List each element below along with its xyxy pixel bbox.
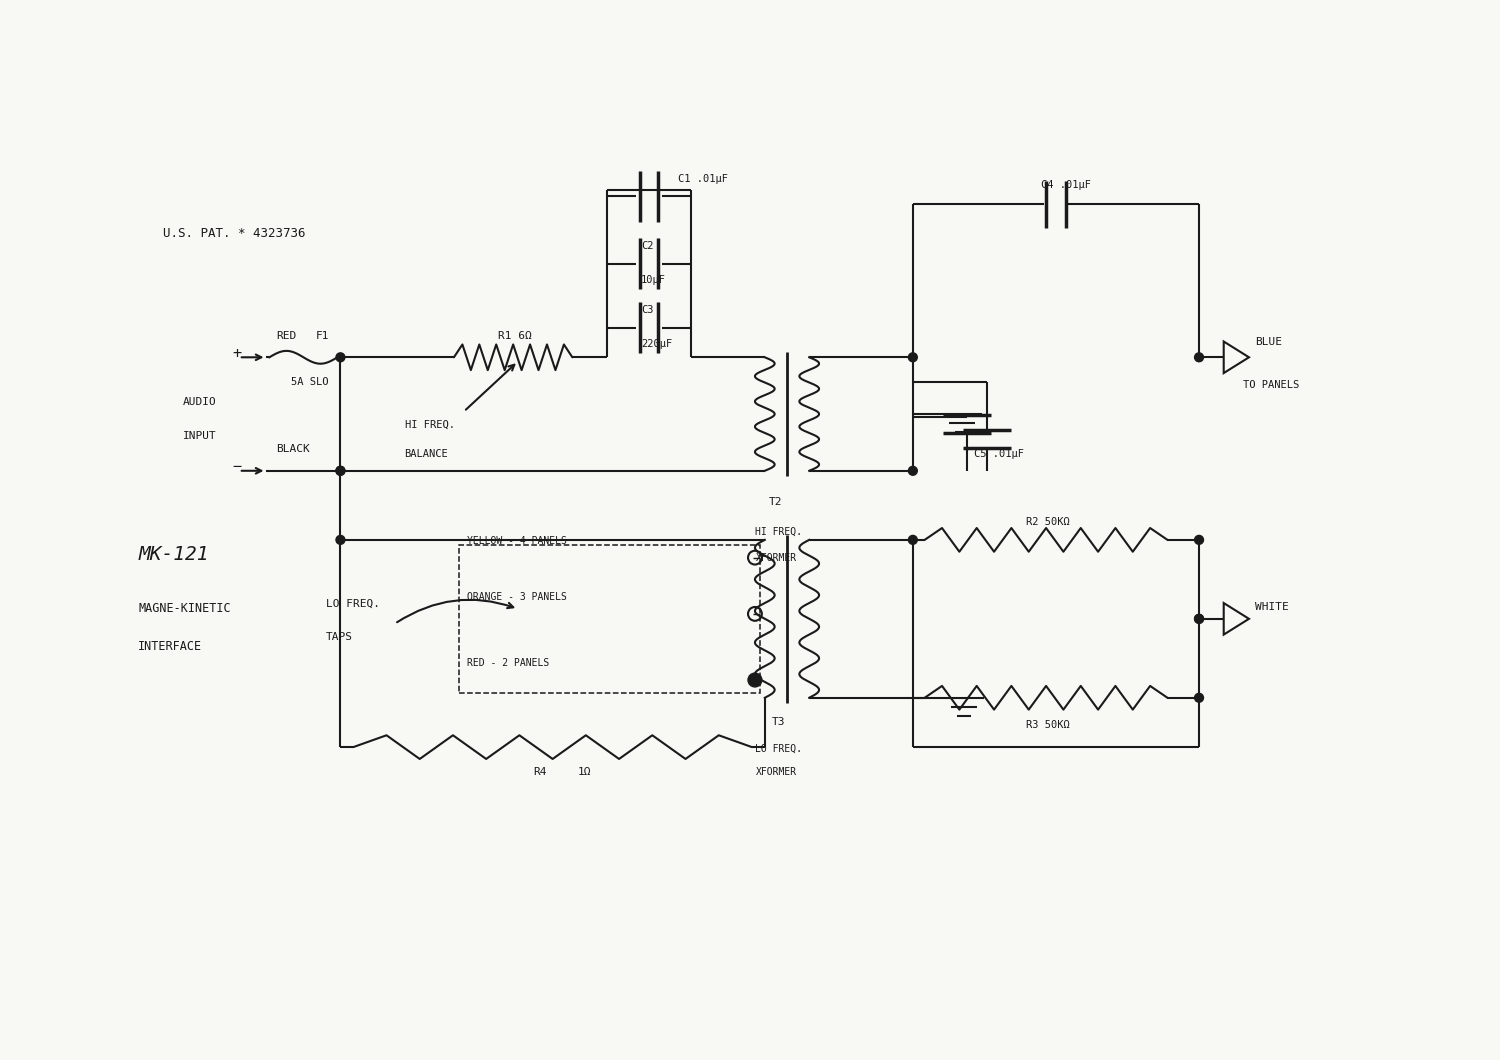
Text: T2: T2 [770,497,783,508]
Text: +: + [232,346,242,360]
Text: R3 50KΩ: R3 50KΩ [1026,721,1069,730]
Text: INTERFACE: INTERFACE [138,640,202,653]
Text: F1: F1 [316,331,330,340]
Circle shape [1194,615,1203,623]
Text: ORANGE - 3 PANELS: ORANGE - 3 PANELS [466,593,567,602]
Text: C4 .01μF: C4 .01μF [1041,179,1090,190]
Circle shape [1194,615,1203,623]
Text: HI FREQ.: HI FREQ. [405,420,454,429]
Text: 1Ω: 1Ω [578,766,591,777]
Text: BLUE: BLUE [1256,336,1282,347]
Text: LO FREQ.: LO FREQ. [326,599,380,610]
Text: C1 .01μF: C1 .01μF [678,174,729,183]
Text: U.S. PAT. * 4323736: U.S. PAT. * 4323736 [164,228,306,241]
Text: C5 .01μF: C5 .01μF [974,448,1024,459]
Text: RED: RED [276,331,297,340]
Text: LO FREQ.: LO FREQ. [756,744,802,754]
Text: −: − [232,459,242,474]
Circle shape [909,353,918,361]
Circle shape [1194,535,1203,545]
Text: XFORMER: XFORMER [756,766,796,777]
Text: C2: C2 [640,241,654,251]
Text: INPUT: INPUT [183,430,216,441]
Circle shape [336,353,345,361]
Circle shape [1194,353,1203,361]
Text: TO PANELS: TO PANELS [1244,379,1299,390]
Text: R2 50KΩ: R2 50KΩ [1026,517,1069,527]
Text: R1 6Ω: R1 6Ω [498,331,532,340]
Text: MK-121: MK-121 [138,545,208,564]
Circle shape [336,466,345,475]
Text: 10μF: 10μF [640,276,666,285]
Text: AUDIO: AUDIO [183,398,216,407]
Text: 220μF: 220μF [640,339,672,350]
Text: HI FREQ.: HI FREQ. [756,527,802,537]
Text: BALANCE: BALANCE [405,449,448,459]
Text: R4: R4 [532,766,546,777]
Text: XFORMER: XFORMER [756,552,796,563]
Text: MAGNE-KINETIC: MAGNE-KINETIC [138,602,231,616]
Circle shape [336,535,345,545]
Text: YELLOW - 4 PANELS: YELLOW - 4 PANELS [466,536,567,546]
Text: RED - 2 PANELS: RED - 2 PANELS [466,658,549,668]
Text: TAPS: TAPS [326,632,352,641]
Bar [459,545,760,693]
Text: WHITE: WHITE [1256,602,1288,612]
Circle shape [909,535,918,545]
Text: T3: T3 [772,718,786,727]
Circle shape [336,466,345,475]
Text: C3: C3 [640,305,654,315]
Circle shape [748,673,762,687]
Text: BLACK: BLACK [276,444,310,454]
Text: 5A SLO: 5A SLO [291,377,328,387]
Circle shape [909,466,918,475]
Circle shape [1194,693,1203,702]
